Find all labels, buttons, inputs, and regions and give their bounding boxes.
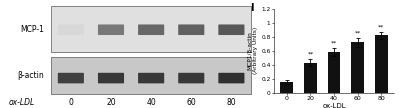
Bar xyxy=(351,42,364,93)
FancyBboxPatch shape xyxy=(98,24,124,35)
Text: 40: 40 xyxy=(146,98,156,107)
Text: ox-LDL: ox-LDL xyxy=(9,98,35,107)
Bar xyxy=(374,35,388,93)
X-axis label: ox-LDL: ox-LDL xyxy=(322,103,346,108)
FancyBboxPatch shape xyxy=(58,24,84,35)
Bar xyxy=(51,6,252,52)
FancyBboxPatch shape xyxy=(218,24,244,35)
Bar xyxy=(328,52,340,93)
Text: **: ** xyxy=(307,52,314,57)
Text: **: ** xyxy=(354,31,361,36)
Bar xyxy=(51,57,252,94)
FancyBboxPatch shape xyxy=(218,73,244,83)
Bar xyxy=(280,82,294,93)
FancyBboxPatch shape xyxy=(98,73,124,83)
Text: MCP-1: MCP-1 xyxy=(20,25,44,34)
FancyBboxPatch shape xyxy=(138,24,164,35)
Text: I: I xyxy=(250,3,254,13)
Text: 0: 0 xyxy=(68,98,73,107)
FancyBboxPatch shape xyxy=(138,73,164,83)
Text: 20: 20 xyxy=(106,98,116,107)
Y-axis label: MCP1/β-actin
(Arbitrary Units): MCP1/β-actin (Arbitrary Units) xyxy=(248,27,258,74)
Text: **: ** xyxy=(331,40,337,45)
FancyBboxPatch shape xyxy=(178,73,204,83)
FancyBboxPatch shape xyxy=(178,24,204,35)
Text: **: ** xyxy=(378,24,384,29)
Text: 80: 80 xyxy=(226,98,236,107)
Text: 60: 60 xyxy=(186,98,196,107)
Text: β-actin: β-actin xyxy=(18,71,44,80)
FancyBboxPatch shape xyxy=(58,73,84,83)
Bar xyxy=(304,63,317,93)
